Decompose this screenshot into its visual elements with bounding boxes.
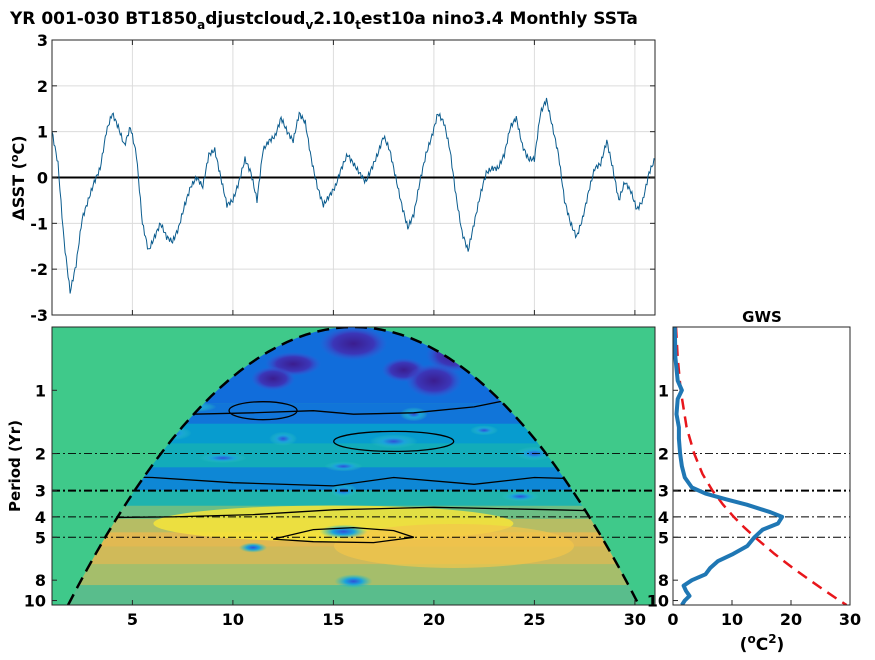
wavelet-minimum — [501, 491, 540, 502]
wavelet-minimum — [251, 366, 296, 391]
sst-y-tick-label: -2 — [30, 260, 48, 279]
sst-y-tick-label: 2 — [37, 77, 48, 96]
significance-contour — [228, 401, 298, 421]
wavelet-minimum — [319, 524, 368, 539]
wavelet-y-tick-label: 2 — [35, 445, 46, 464]
wavelet-minimum — [269, 431, 298, 446]
wavelet-y-tick-label: 5 — [35, 528, 46, 547]
sst-timeseries-panel: -3 -2 -1 0 1 2 3 ΔSST (oC) — [8, 31, 656, 325]
wavelet-band — [52, 585, 655, 605]
period-reference-lines — [52, 453, 655, 538]
wavelet-y-tick-label: 8 — [35, 571, 46, 590]
wavelet-x-tick-label: 30 — [624, 610, 646, 629]
wavelet-x-ticks: 5 10 15 20 25 30 — [127, 600, 646, 629]
wavelet-x-tick-label: 25 — [523, 610, 545, 629]
wavelet-minimum — [334, 574, 373, 589]
sst-y-ticks: -3 -2 -1 0 1 2 3 — [30, 31, 655, 325]
wavelet-minimum — [405, 363, 462, 398]
gws-y-tick-label: 4 — [658, 508, 669, 527]
wavelet-minimum — [239, 542, 267, 553]
wavelet-x-tick-label: 15 — [322, 610, 344, 629]
wavelet-x-tick-label: 20 — [423, 610, 445, 629]
sst-y-tick-label: 1 — [37, 123, 48, 142]
gws-series-line — [673, 327, 785, 605]
gws-y-tick-label: 8 — [658, 571, 669, 590]
gws-x-axis-label: (oC2) — [740, 632, 785, 655]
sst-y-axis-label: ΔSST (oC) — [8, 135, 28, 220]
gws-x-ticks: 0 10 20 30 — [667, 600, 861, 629]
gws-y-tick-label: 3 — [658, 482, 669, 501]
wavelet-y-tick-label: 1 — [35, 381, 46, 400]
wavelet-minimum — [324, 461, 363, 472]
gws-x-tick-label: 20 — [780, 610, 802, 629]
gws-y-tick-label: 5 — [658, 528, 669, 547]
significance-contour — [52, 475, 655, 487]
sst-y-tick-label: 3 — [37, 31, 48, 50]
gws-x-tick-label: 10 — [721, 610, 743, 629]
coi-mask — [52, 327, 655, 605]
sst-series-line — [52, 97, 655, 294]
gws-y-ticks: 1 2 3 45 8 10 — [647, 381, 678, 611]
wavelet-x-tick-label: 10 — [222, 610, 244, 629]
sst-y-tick-label: -1 — [30, 214, 48, 233]
wavelet-y-tick-label: 10 — [24, 592, 46, 611]
gws-axes-box — [672, 326, 851, 606]
wavelet-y-axis-label: Period (Yr) — [6, 420, 24, 512]
gws-red-noise-line — [674, 327, 848, 605]
gws-x-tick-label: 30 — [839, 610, 861, 629]
gws-y-tick-label: 1 — [658, 381, 669, 400]
figure-title: YR 001-030 BT1850adjustcloudv2.10test10a… — [9, 9, 638, 32]
gws-title: GWS — [742, 308, 782, 326]
wavelet-y-ticks: 1 2 3 45 8 10 — [24, 381, 57, 611]
wavelet-minimum — [198, 453, 247, 464]
gws-plot-area — [673, 327, 850, 605]
wavelet-power-maximum — [334, 523, 574, 568]
wavelet-y-tick-label: 3 — [35, 482, 46, 501]
wavelet-x-tick-label: 5 — [127, 610, 138, 629]
significance-contour — [52, 506, 655, 519]
wavelet-y-tick-label: 4 — [35, 508, 46, 527]
wavelet-axes-box — [51, 326, 656, 606]
sst-y-tick-label: 0 — [37, 169, 48, 188]
gws-y-tick-label: 2 — [658, 445, 669, 464]
gws-y-tick-label: 10 — [647, 592, 669, 611]
wavelet-minimum — [470, 425, 499, 436]
wavelet-band — [52, 467, 655, 491]
significance-contour — [333, 430, 455, 453]
wavelet-minimum — [319, 327, 388, 361]
gws-x-tick-label: 0 — [667, 610, 678, 629]
significance-contour — [272, 526, 415, 544]
coi-boundary — [66, 327, 641, 605]
gws-reference-lines — [673, 453, 850, 538]
wavelet-minimum — [399, 407, 428, 422]
sst-y-tick-label: -3 — [30, 306, 48, 325]
wavelet-minimum — [369, 434, 418, 449]
sst-x-ticks — [131, 40, 636, 315]
